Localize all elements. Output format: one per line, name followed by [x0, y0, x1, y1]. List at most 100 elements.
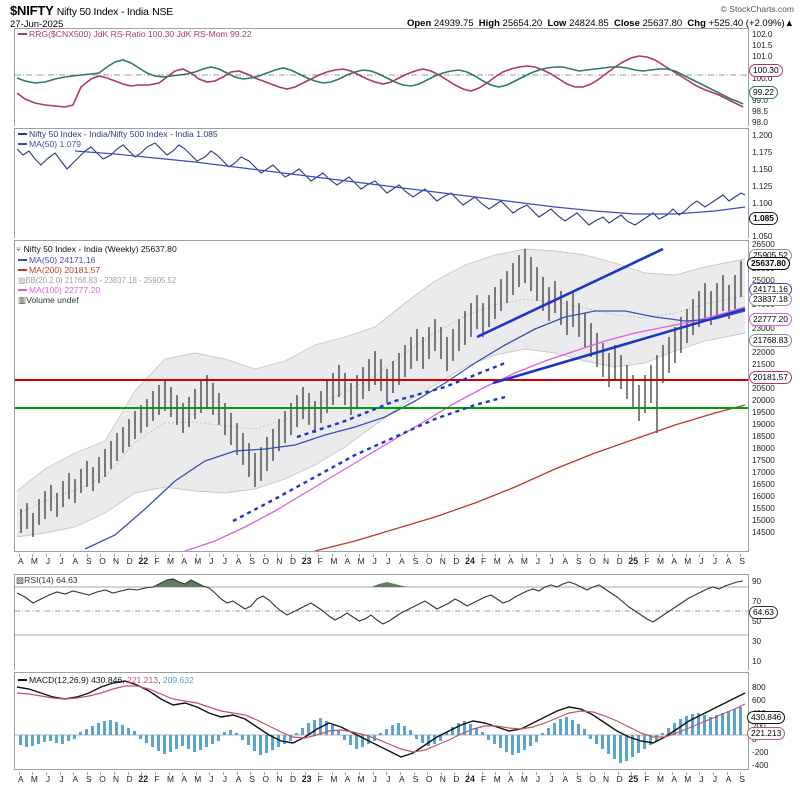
x-axis: A M J J A S O N D 22 F M A M J J A S O N D 23 F M A M J J A S O N D 24 F M A… — [14, 554, 749, 572]
x-axis-month-label: M — [657, 774, 665, 784]
rrg-ratio-value-pill: 100.30 — [749, 64, 783, 77]
x-axis-month-label: D — [453, 774, 460, 784]
price-tick-17000: 17000 — [752, 468, 775, 477]
x-axis-month-label: J — [712, 774, 718, 784]
x-axis-year-label: 24 — [465, 556, 475, 566]
x-axis-month-label: J — [535, 556, 541, 566]
x-axis-tick — [685, 554, 687, 557]
x-axis-tick — [549, 554, 551, 557]
x-axis-tick — [726, 772, 728, 775]
x-axis-tick — [495, 554, 497, 557]
close-label: Close — [614, 18, 640, 29]
ma200-legend-swatch — [18, 269, 27, 271]
x-axis-month-label: F — [481, 556, 487, 566]
macd-tick-200: 200 — [752, 722, 766, 731]
x-axis-tick — [318, 554, 320, 557]
x-axis-month-label: A — [725, 556, 732, 566]
x-axis-tick — [481, 772, 483, 775]
x-axis-month-label: M — [684, 774, 692, 784]
x-axis-month-label: A — [399, 774, 405, 784]
price-tick-16500: 16500 — [752, 480, 775, 489]
rrg-tick-102: 102.0 — [752, 30, 773, 39]
x-axis-month-label: J — [535, 774, 541, 784]
ratio-tick-1175: 1.175 — [752, 148, 773, 157]
x-axis-tick — [549, 772, 551, 775]
x-axis-tick — [141, 772, 143, 775]
x-axis-tick — [359, 772, 361, 775]
x-axis-tick — [154, 772, 156, 775]
price-legend-bb: ▨BB(20,2.0) 21768.83 - 23837.18 - 25905.… — [18, 276, 176, 286]
x-axis-month-label: M — [194, 556, 202, 566]
x-axis-month-label: D — [289, 556, 297, 566]
macd-legend-swatch — [18, 679, 27, 681]
x-axis-month-label: J — [549, 556, 554, 566]
x-axis-tick — [127, 772, 129, 775]
macd-tick-600: 600 — [752, 696, 766, 705]
rrg-tick-99: 99.0 — [752, 96, 768, 105]
low-value: 24824.85 — [569, 18, 609, 29]
x-axis-month-label: M — [684, 556, 692, 566]
ma100-legend-swatch — [18, 289, 27, 291]
x-axis-month-label: A — [235, 556, 242, 566]
price-tick-15500: 15500 — [752, 504, 775, 513]
x-axis-tick — [263, 554, 265, 557]
x-axis-tick — [644, 554, 646, 557]
x-axis-month-label: M — [167, 774, 175, 784]
x-axis-tick — [563, 772, 565, 775]
x-axis-month-label: S — [249, 774, 255, 784]
ma100-line — [184, 306, 746, 551]
x-axis-tick — [100, 554, 102, 557]
x-axis-tick — [277, 554, 279, 557]
rsi-overbought-fill-2 — [371, 582, 409, 587]
x-axis-month-label: S — [86, 556, 92, 566]
x-axis-tick — [59, 554, 61, 557]
x-axis-tick — [740, 554, 742, 557]
rrg-tick-100: 100.0 — [752, 74, 773, 83]
rsi-tick-90: 90 — [752, 577, 762, 586]
x-axis-month-label: D — [126, 556, 133, 566]
ratio-tick-1125: 1.125 — [752, 182, 773, 191]
price-tick-14500: 14500 — [752, 528, 775, 537]
x-axis-year-label: 22 — [138, 556, 149, 566]
x-axis-tick — [195, 554, 197, 557]
price-legend-volume-text: Volume undef — [26, 295, 79, 305]
x-axis-month-label: A — [18, 774, 24, 784]
price-legend-ma100-text: MA(100) 22777.20 — [29, 285, 101, 295]
x-axis-tick — [250, 554, 252, 557]
rrg-legend: RRG($CNX500) JdK RS-Ratio 100.30 JdK RS-… — [18, 29, 252, 40]
x-axis-month-label: O — [425, 556, 433, 566]
change-arrow-icon: ▲ — [784, 18, 794, 29]
open-label: Open — [406, 18, 432, 29]
ratio-ma-legend: MA(50) 1.079 — [18, 139, 81, 150]
x-axis-month-label: F — [317, 556, 323, 566]
x-axis-month-label: M — [520, 556, 528, 566]
ratio-value-pill: 1.085 — [749, 212, 778, 225]
x-axis-month-label: A — [562, 556, 569, 566]
rsi-tick-30: 30 — [752, 637, 762, 646]
rsi-panel — [14, 574, 749, 670]
macd-value-pill: 430.846 — [747, 711, 786, 724]
symbol-ticker: $NIFTY — [10, 3, 54, 18]
stockcharts-credit: © StockCharts.com — [720, 4, 794, 14]
x-axis-month-label: A — [725, 774, 732, 784]
x-axis-tick — [672, 554, 674, 557]
x-axis-tick — [18, 772, 20, 775]
page-title: $NIFTY Nifty 50 Index - India NSE — [10, 3, 173, 18]
x-axis-tick — [454, 772, 456, 775]
x-axis-month-label: S — [249, 556, 255, 566]
x-axis-month-label: J — [222, 774, 228, 784]
x-axis-tick — [413, 772, 415, 775]
price-tick-21500: 21500 — [752, 360, 775, 369]
x-axis-tick — [222, 772, 224, 775]
x-axis-tick — [304, 772, 306, 775]
macd-legend-v2: 221.213 — [126, 675, 159, 685]
candles-icon: ⑂ — [16, 244, 22, 254]
x-axis-tick — [658, 772, 660, 775]
price-tick-19500: 19500 — [752, 408, 775, 417]
bollinger-band-fill — [17, 249, 745, 537]
x-axis-month-label: O — [262, 556, 270, 566]
x-axis-tick — [100, 772, 102, 775]
macd-tick-800: 800 — [752, 683, 766, 692]
x-axis-month-label: A — [562, 774, 569, 784]
x-axis-month-label: S — [86, 774, 92, 784]
